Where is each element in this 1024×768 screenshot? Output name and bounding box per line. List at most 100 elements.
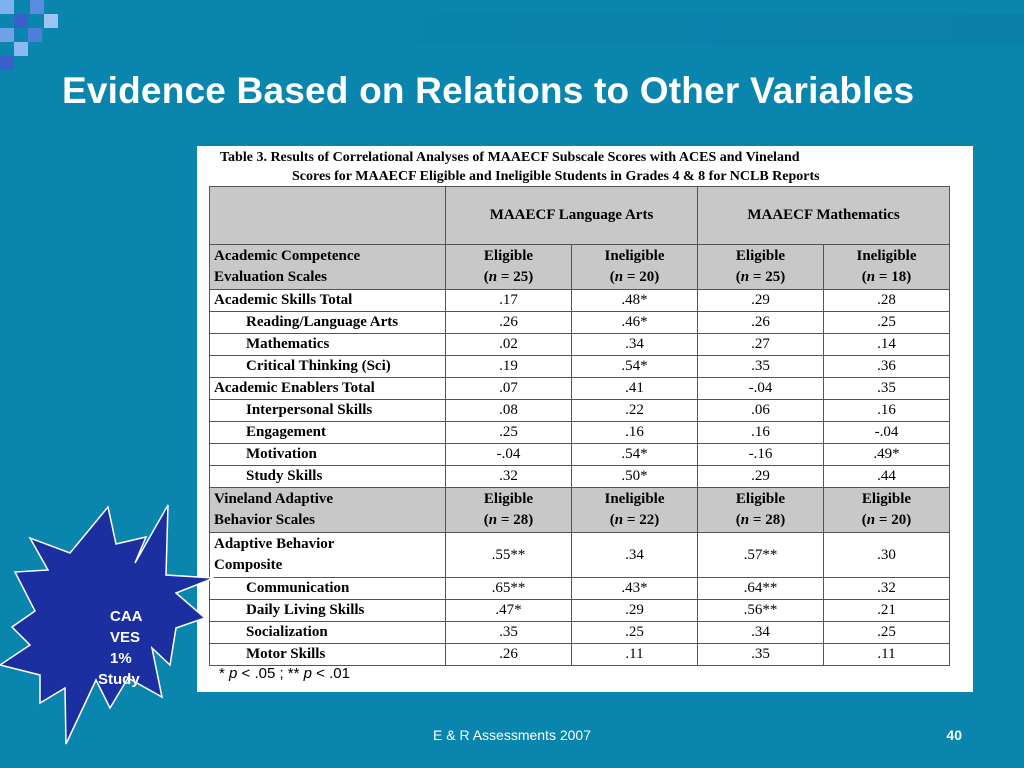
aces-col-header: Ineligible (n = 18)	[823, 244, 950, 290]
row-label: Mathematics	[209, 333, 446, 356]
table-cell: .43*	[571, 577, 698, 600]
table-cell: .25	[445, 421, 572, 444]
vineland-rows: Communication .65** .43* .64** .32 Daily Livi…	[209, 577, 950, 666]
table-cell: -.04	[697, 377, 824, 400]
row-label: Interpersonal Skills	[209, 399, 446, 422]
burst-label: CAA VES 1% Study	[98, 608, 143, 688]
table-cell: .27	[697, 333, 824, 356]
row-label: Motivation	[209, 443, 446, 466]
table-cell: .41	[571, 377, 698, 400]
table-cell: .07	[445, 377, 572, 400]
table-cell: .32	[823, 577, 950, 600]
table-cell: .55**	[445, 532, 572, 578]
table-cell: .44	[823, 465, 950, 488]
table-cell: .35	[445, 621, 572, 644]
corner-square-8	[0, 56, 14, 70]
corner-square-2	[30, 0, 44, 14]
table-cell: .64**	[697, 577, 824, 600]
row-label: Study Skills	[209, 465, 446, 488]
header-band	[62, 14, 1024, 44]
table-row: Reading/Language Arts .26.46* .26.25	[209, 311, 950, 334]
table-cell: .32	[445, 465, 572, 488]
table-row: Interpersonal Skills .08.22.06.16	[209, 399, 950, 422]
table-cell: .17	[445, 289, 572, 312]
table-cell: .57**	[697, 532, 824, 578]
row-label: Academic Skills Total	[209, 289, 446, 312]
aces-header-row: Academic Competence Evaluation Scales El…	[209, 244, 950, 290]
table-cell: -.16	[697, 443, 824, 466]
footer-text: E & R Assessments 2007	[433, 727, 591, 743]
table-cell: .54*	[571, 355, 698, 378]
table-cell: .35	[823, 377, 950, 400]
table-row: Critical Thinking (Sci) .19.54* .35.36	[209, 355, 950, 378]
table-row: Daily Living Skills .47* .29.56** .21	[209, 599, 950, 622]
table-cell: .21	[823, 599, 950, 622]
table-row: Academic Skills Total .17.48* .29.28	[209, 289, 950, 312]
table-row: Study Skills .32.50* .29.44	[209, 465, 950, 488]
table-cell: .54*	[571, 443, 698, 466]
table-row: Mathematics .02.34.27.14	[209, 333, 950, 356]
vineland-col-header: Ineligible (n = 22)	[571, 487, 698, 533]
table-row: Engagement .25.16.16 -.04	[209, 421, 950, 444]
table-cell: .29	[697, 289, 824, 312]
table-cell: .34	[571, 333, 698, 356]
table-cell: .47*	[445, 599, 572, 622]
corner-square-3	[44, 14, 58, 28]
table-cell: .28	[823, 289, 950, 312]
table-row: Motor Skills .26.11.35.11	[209, 643, 950, 666]
table-cell: .22	[571, 399, 698, 422]
vineland-col-header: Eligible (n = 20)	[823, 487, 950, 533]
corner-square-7	[14, 42, 28, 56]
table-cell: .14	[823, 333, 950, 356]
star-burst-icon	[0, 504, 215, 745]
table-cell: .25	[823, 621, 950, 644]
aces-rows: Academic Skills Total .17.48* .29.28 Readin…	[209, 289, 950, 488]
corner-square-4	[14, 14, 28, 28]
table-cell: .35	[697, 643, 824, 666]
row-label: Reading/Language Arts	[209, 311, 446, 334]
caption-line-1: Table 3. Results of Correlational Analys…	[220, 150, 800, 165]
corner-square-1	[0, 0, 14, 14]
table-cell: .11	[571, 643, 698, 666]
vineland-col-header: Eligible (n = 28)	[697, 487, 824, 533]
row-label: Critical Thinking (Sci)	[209, 355, 446, 378]
table-cell: .48*	[571, 289, 698, 312]
table-cell: .19	[445, 355, 572, 378]
correlation-table: MAAECF Language Arts MAAECF Mathematics …	[209, 186, 950, 666]
group-header-mathematics: MAAECF Mathematics	[697, 186, 950, 245]
empty-header-cell	[209, 186, 446, 245]
group-header-row: MAAECF Language Arts MAAECF Mathematics	[209, 186, 950, 245]
table-caption: Table 3. Results of Correlational Analys…	[220, 148, 960, 186]
table-cell: .34	[571, 532, 698, 578]
table-cell: .65**	[445, 577, 572, 600]
table-cell: .36	[823, 355, 950, 378]
row-label: Academic Enablers Total	[209, 377, 446, 400]
table-cell: .50*	[571, 465, 698, 488]
composite-row: Adaptive Behavior Composite .55** .34 .5…	[209, 532, 950, 578]
table-cell: .49*	[823, 443, 950, 466]
caption-line-2: Scores for MAAECF Eligible and Ineligibl…	[292, 169, 820, 184]
table-cell: .16	[571, 421, 698, 444]
table-cell: .29	[571, 599, 698, 622]
row-label: Daily Living Skills	[209, 599, 446, 622]
table-cell: .34	[697, 621, 824, 644]
aces-col-header: Ineligible (n = 20)	[571, 244, 698, 290]
table-cell: .08	[445, 399, 572, 422]
vineland-header-label: Vineland Adaptive Behavior Scales	[209, 487, 446, 533]
group-header-language-arts: MAAECF Language Arts	[445, 186, 698, 245]
vineland-header-row: Vineland Adaptive Behavior Scales Eligib…	[209, 487, 950, 533]
vineland-col-header: Eligible (n = 28)	[445, 487, 572, 533]
aces-col-header: Eligible (n = 25)	[697, 244, 824, 290]
table-cell: .25	[823, 311, 950, 334]
row-label: Motor Skills	[209, 643, 446, 666]
slide-title: Evidence Based on Relations to Other Var…	[62, 70, 915, 111]
row-label: Communication	[209, 577, 446, 600]
table-cell: .30	[823, 532, 950, 578]
table-row: Communication .65** .43* .64** .32	[209, 577, 950, 600]
row-label: Socialization	[209, 621, 446, 644]
table-cell: .35	[697, 355, 824, 378]
table-cell: .25	[571, 621, 698, 644]
table-cell: .16	[823, 399, 950, 422]
composite-label: Adaptive Behavior Composite	[209, 532, 446, 578]
table-cell: .26	[445, 311, 572, 334]
